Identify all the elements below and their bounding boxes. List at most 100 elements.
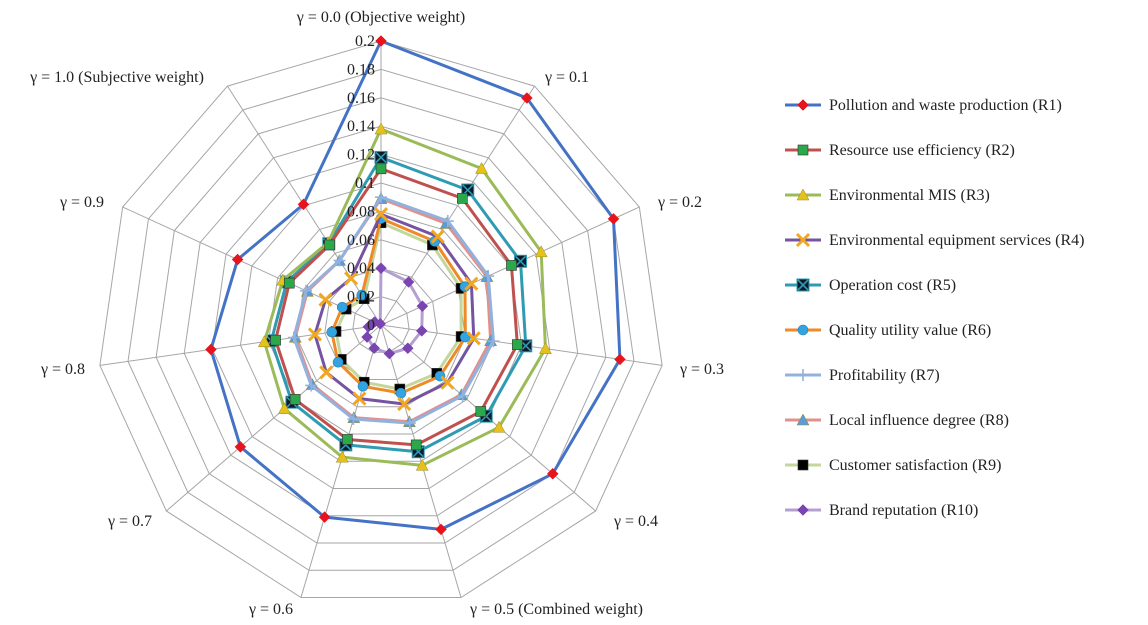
data-point-marker [430, 229, 445, 244]
grid-ring [296, 239, 466, 408]
legend-item: Environmental MIS (R3) [785, 187, 990, 204]
data-point-marker [257, 335, 271, 348]
legend-item: Profitability (R7) [785, 367, 940, 384]
tick-label: 0.12 [347, 147, 375, 164]
axis-label: γ = 0.1 [544, 69, 589, 86]
grid-ring [127, 68, 635, 571]
data-point-marker [234, 440, 247, 453]
data-point-marker [374, 122, 388, 135]
data-point-marker [403, 417, 416, 430]
data-point-marker [506, 260, 517, 271]
legend-label: Local influence degree (R8) [829, 412, 1009, 429]
data-point-marker [305, 379, 318, 392]
series-7 [287, 191, 500, 430]
data-point-marker [514, 254, 528, 268]
data-point-marker [797, 459, 809, 471]
radar-series [205, 35, 626, 536]
tick-label: 0.04 [347, 260, 375, 277]
legend-item: Customer satisfaction (R9) [785, 457, 1001, 474]
axis-labels: γ = 0.0 (Objective weight) γ = 0.1 γ = 0.2… [29, 9, 724, 618]
legend-label: Resource use efficiency (R2) [829, 142, 1015, 159]
series-line [262, 127, 547, 467]
data-point-marker [297, 198, 310, 211]
data-point-marker [287, 331, 300, 344]
data-point-marker [374, 150, 388, 164]
data-point-marker [796, 278, 810, 292]
data-point-marker [270, 334, 281, 346]
grid-ring [183, 125, 579, 517]
legend-item: Local influence degree (R8) [785, 412, 1009, 429]
axis-label: γ = 0.9 [59, 194, 104, 211]
axis-label: γ = 0.4 [613, 513, 658, 530]
data-point-marker [318, 511, 331, 523]
tick-label: 0.06 [347, 232, 375, 249]
data-point-marker [492, 420, 506, 433]
data-point-marker [797, 324, 809, 336]
series-line [292, 195, 495, 425]
data-point-marker [435, 523, 447, 536]
data-point-marker [343, 271, 359, 286]
data-point-marker [395, 387, 407, 399]
series-line [365, 266, 424, 356]
data-point-marker [797, 504, 809, 516]
data-point-marker [410, 439, 422, 451]
grid-ring [352, 296, 410, 353]
data-point-marker [375, 262, 387, 275]
data-point-marker [277, 402, 291, 414]
data-point-marker [415, 325, 428, 337]
tick-label: 0 [367, 317, 375, 334]
data-point-marker [796, 188, 810, 201]
tick-label: 0.16 [347, 90, 375, 107]
data-point-marker [333, 254, 346, 267]
data-point-marker [205, 343, 217, 356]
radial-tick-labels: 0 0.02 0.04 0.06 0.08 0.1 0.12 0.14 0.16 0.18 0.2 [347, 33, 375, 334]
legend-label: Quality utility value (R6) [829, 322, 991, 339]
data-point-marker [797, 99, 809, 111]
data-point-marker [307, 327, 322, 342]
data-point-marker [373, 207, 389, 222]
data-point-marker [324, 239, 335, 251]
data-point-marker [347, 413, 360, 426]
axis-label: γ = 0.5 (Combined weight) [469, 601, 643, 618]
data-point-marker [397, 396, 412, 412]
legend: Pollution and waste production (R1) Resou… [785, 97, 1084, 519]
legend-label: Environmental MIS (R3) [829, 187, 990, 204]
legend-item: Brand reputation (R10) [785, 502, 978, 519]
axis-label: γ = 1.0 (Subjective weight) [29, 69, 204, 86]
legend-item: Resource use efficiency (R2) [785, 142, 1015, 159]
data-point-marker [342, 434, 353, 445]
data-point-marker [441, 215, 454, 228]
legend-label: Pollution and waste production (R1) [829, 97, 1062, 114]
grid-ring [99, 40, 663, 598]
data-point-marker [336, 302, 348, 313]
axis-label: γ = 0.0 (Objective weight) [296, 9, 466, 26]
data-point-marker [401, 342, 414, 355]
data-point-marker [512, 339, 523, 350]
data-point-marker [375, 35, 387, 47]
data-point-marker [797, 369, 809, 381]
data-point-marker [332, 356, 344, 368]
grid-ring [268, 210, 494, 435]
legend-label: Customer satisfaction (R9) [829, 457, 1001, 474]
data-point-marker [319, 365, 334, 380]
data-point-marker [318, 292, 333, 307]
series-2 [270, 163, 523, 451]
axis-label: γ = 0.6 [248, 601, 293, 618]
axis-label: γ = 0.7 [107, 513, 152, 530]
legend-item: Environmental equipment services (R4) [785, 232, 1084, 249]
data-point-marker [475, 406, 487, 417]
grid-ring [324, 267, 438, 380]
legend-item: Operation cost (R5) [785, 277, 956, 294]
data-point-marker [300, 284, 313, 297]
data-point-marker [475, 161, 488, 174]
data-point-marker [487, 335, 500, 348]
data-point-marker [466, 331, 481, 346]
legend-label: Profitability (R7) [829, 367, 940, 384]
data-point-marker [326, 326, 338, 338]
axis-label: γ = 0.8 [40, 361, 85, 378]
data-point-marker [335, 450, 349, 463]
tick-label: 0.2 [355, 33, 375, 50]
tick-label: 0.18 [347, 61, 375, 78]
data-point-marker [416, 300, 429, 312]
legend-item: Quality utility value (R6) [785, 322, 991, 339]
